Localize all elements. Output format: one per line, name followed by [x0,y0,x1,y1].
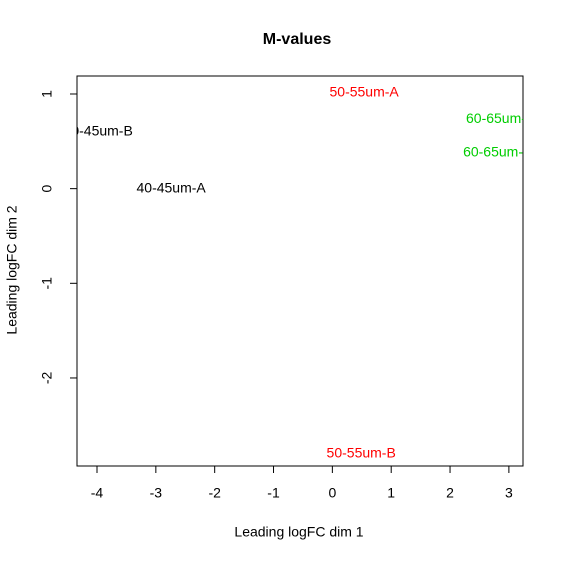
y-tick-label: -2 [39,372,55,385]
point-label: 40-45um-B [64,123,133,139]
x-tick-label: -3 [150,485,163,501]
y-axis-label: Leading logFC dim 2 [4,205,20,334]
y-tick-label: 0 [39,185,55,193]
x-axis-label: Leading logFC dim 1 [234,524,363,540]
x-tick-label: 1 [387,485,395,501]
x-tick-label: 2 [446,485,454,501]
plot-area: 40-45um-A 40-45um-B 50-55um-A 50-55um-B 60-6… [64,84,536,461]
y-tick-label: 1 [39,90,55,98]
plot-frame [76,75,524,467]
point-label: 50-55um-B [327,444,396,460]
x-tick-label: -2 [208,485,221,501]
y-tick-label: -1 [39,277,55,290]
point-label: 50-55um-A [330,84,400,100]
x-tick-label: 3 [505,485,513,501]
point-label: 60-65um-A [466,110,536,126]
x-tick-label: -1 [267,485,280,501]
x-tick-label: -4 [91,485,104,501]
point-label: 40-45um-A [137,179,207,195]
chart-title: M-values [263,31,332,48]
x-tick-label: 0 [328,485,336,501]
point-label: 60-65um-B [463,143,532,159]
